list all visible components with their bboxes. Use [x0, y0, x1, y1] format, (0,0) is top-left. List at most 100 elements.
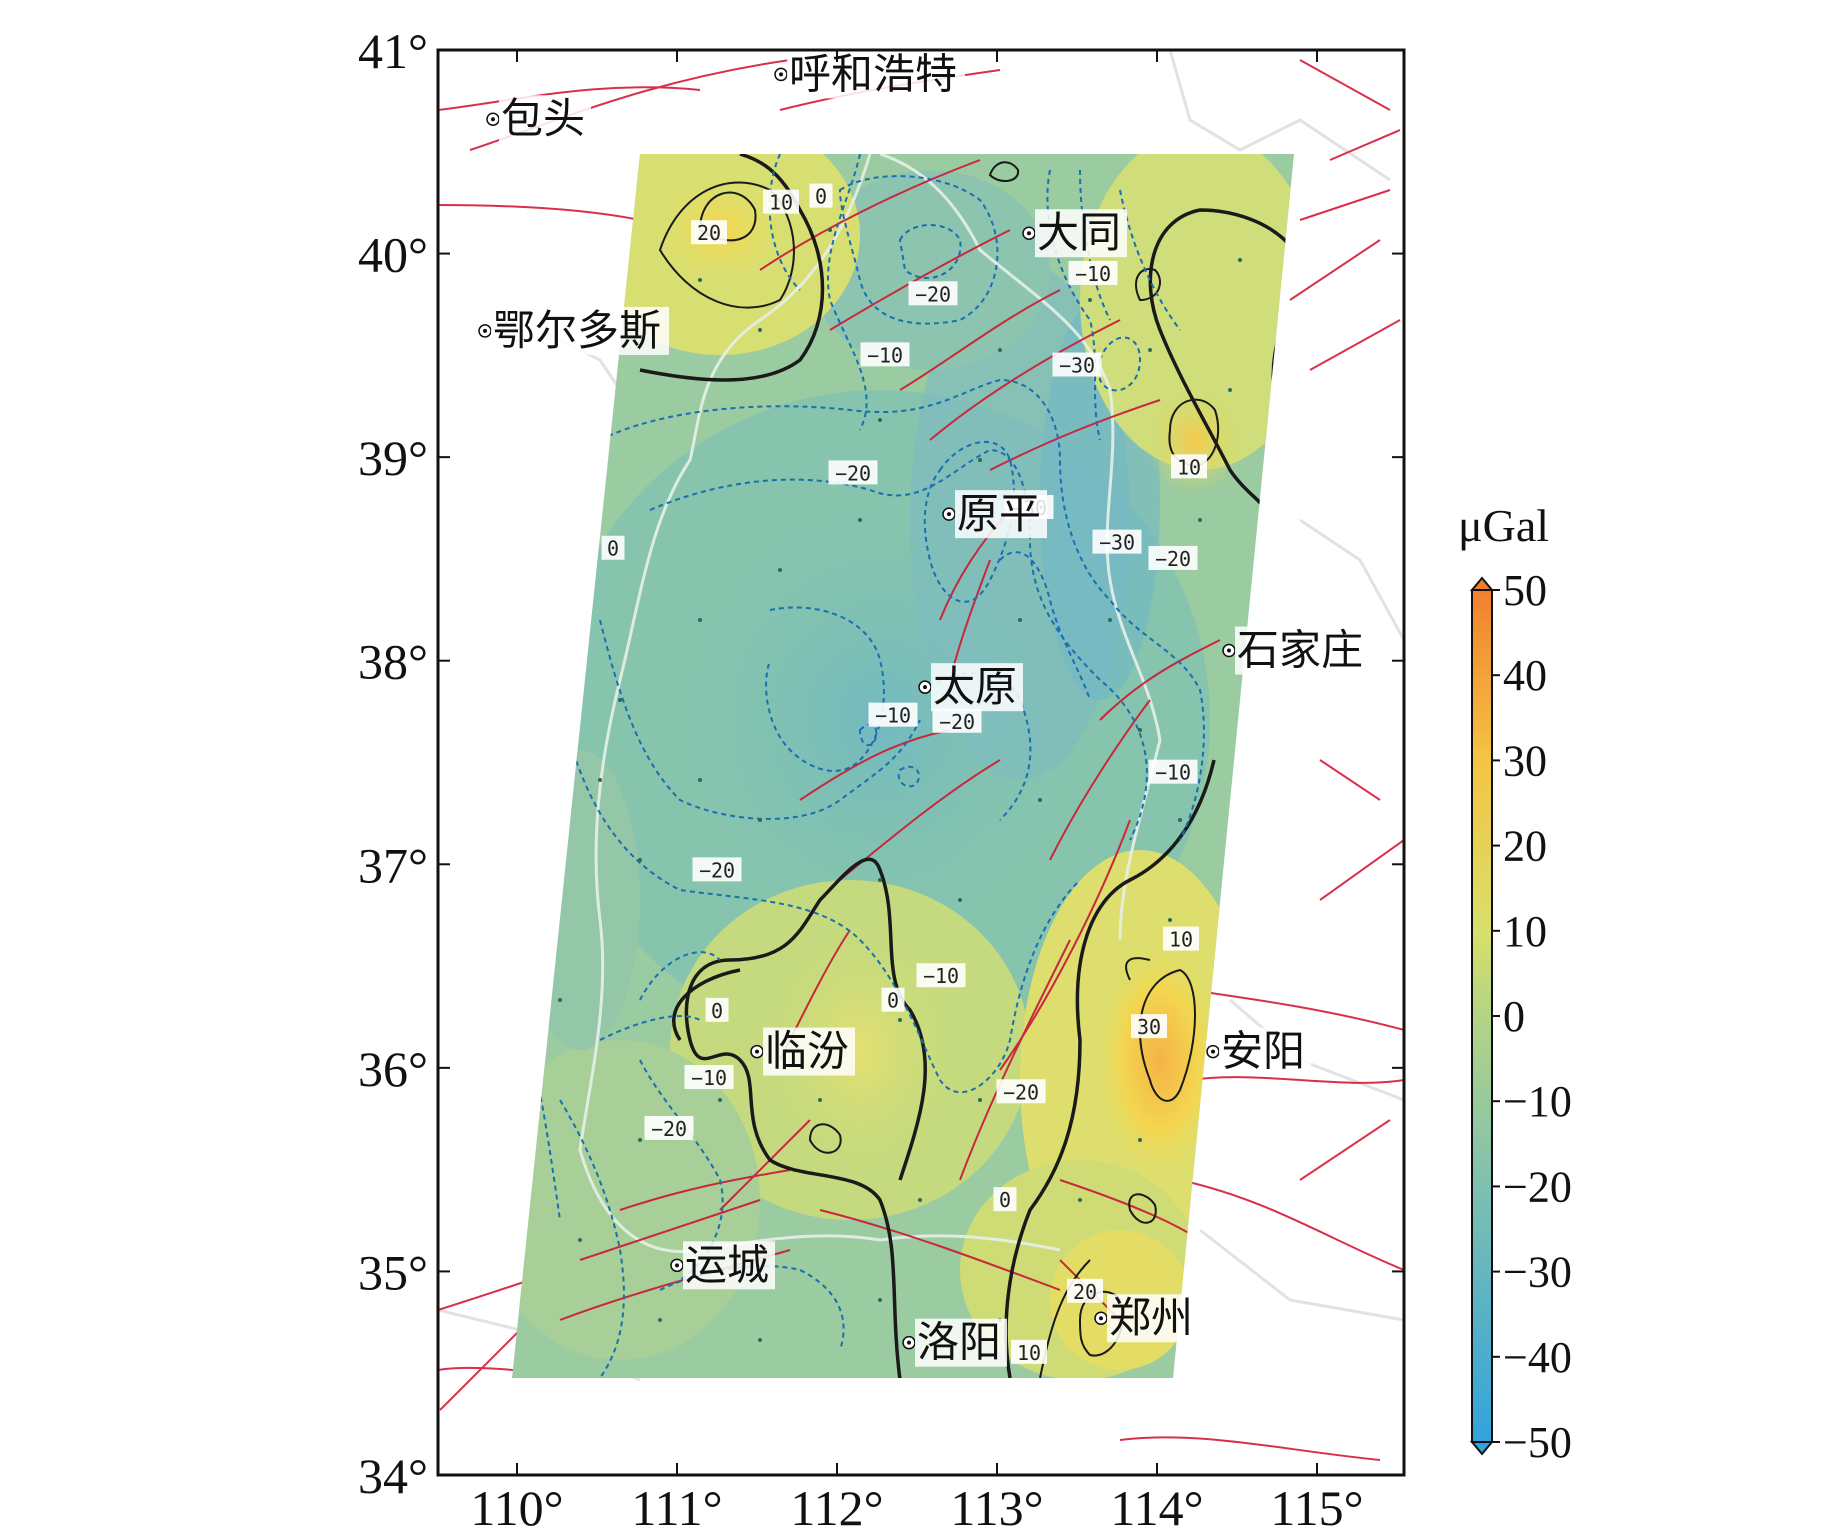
- contour-label-24: 0: [993, 1187, 1017, 1212]
- city-label: 临汾: [765, 1027, 849, 1076]
- contour-label-26: 10: [1011, 1339, 1047, 1365]
- contour-label-4: −10: [860, 342, 910, 367]
- colorbar-tick-label: 40: [1503, 651, 1547, 700]
- city-1: 包头: [486, 94, 591, 144]
- colorbar-top-arrow: [1469, 576, 1495, 591]
- colorbar-tick-label: 10: [1503, 907, 1547, 956]
- colorbar-tick-label: −50: [1503, 1418, 1572, 1467]
- contour-label-20: 30: [1131, 1014, 1167, 1039]
- city-11: 郑州: [1094, 1293, 1199, 1343]
- contour-value: −20: [1003, 1080, 1039, 1104]
- contour-label-5: −10: [1068, 260, 1118, 286]
- contour-label-1: 10: [763, 189, 799, 215]
- city-9: 运城: [670, 1240, 775, 1290]
- city-label: 洛阳: [917, 1318, 1001, 1367]
- lon-tick-label: 110°: [470, 1480, 563, 1535]
- colorbar-tick-label: 30: [1503, 736, 1547, 785]
- contour-value: −10: [691, 1066, 727, 1090]
- colorbar-ramp: [1471, 589, 1493, 1443]
- city-label: 大同: [1037, 208, 1121, 257]
- city-label: 郑州: [1109, 1293, 1193, 1342]
- contour-label-21: −10: [684, 1065, 734, 1090]
- contour-label-22: −20: [996, 1079, 1046, 1104]
- contour-value: −30: [1059, 354, 1095, 378]
- contour-label-17: −10: [916, 963, 966, 988]
- lat-tick-label: 41°: [358, 23, 428, 79]
- colorbar-tick-label: −10: [1503, 1077, 1572, 1126]
- contour-label-2: 0: [809, 183, 833, 209]
- contour-label-14: −10: [1148, 759, 1198, 785]
- contour-label-23: −20: [644, 1115, 694, 1141]
- lat-tick-label: 37°: [358, 837, 428, 893]
- contour-value: −10: [875, 704, 911, 728]
- latitude-axis: 41° 40° 39° 38° 37° 36° 35° 34°: [358, 23, 1404, 1504]
- lat-tick-label: 38°: [358, 634, 428, 690]
- contour-value: 30: [1137, 1015, 1161, 1039]
- city-label: 安阳: [1221, 1027, 1305, 1076]
- contour-value: −10: [923, 964, 959, 988]
- contour-value: −10: [867, 343, 903, 367]
- colorbar-tick-label: −30: [1503, 1248, 1572, 1297]
- contour-label-3: −20: [908, 281, 958, 306]
- contour-label-8: −20: [828, 460, 878, 485]
- city-label: 石家庄: [1237, 626, 1363, 675]
- contour-value: −20: [699, 858, 735, 882]
- contour-label-19: 0: [881, 987, 905, 1013]
- lon-tick-label: 115°: [1270, 1480, 1363, 1535]
- lat-tick-label: 40°: [358, 227, 428, 283]
- contour-value: 20: [1073, 1280, 1097, 1304]
- contour-value: −20: [939, 710, 975, 734]
- contour-value: 10: [769, 191, 793, 215]
- contour-value: 0: [711, 999, 723, 1023]
- city-8: 安阳: [1206, 1027, 1311, 1076]
- contour-value: −30: [1099, 531, 1135, 555]
- colorbar-unit: μGal: [1458, 500, 1549, 551]
- contour-label-6: −30: [1052, 352, 1102, 378]
- city-5: 太原: [918, 662, 1023, 712]
- positive-contours: [639, 154, 1294, 1378]
- city-label: 太原: [933, 662, 1017, 711]
- city-2: 大同: [1022, 208, 1127, 258]
- city-label: 原平: [957, 489, 1041, 538]
- contour-value: −20: [651, 1117, 687, 1141]
- contour-label-16: 10: [1163, 926, 1199, 952]
- colorbar: μGal 50 40 30 20 10 0 −10 −20 −30 −40 −50: [1458, 500, 1572, 1467]
- contour-value: 10: [1169, 928, 1193, 952]
- city-label: 鄂尔多斯: [493, 306, 661, 355]
- contour-value: −10: [1155, 761, 1191, 785]
- colorbar-ticks: 50 40 30 20 10 0 −10 −20 −30 −40 −50: [1492, 566, 1572, 1467]
- city-label: 包头: [501, 94, 585, 143]
- contour-label-12: −10: [868, 702, 918, 728]
- contour-label-11: −20: [1148, 545, 1198, 571]
- city-3: 鄂尔多斯: [478, 306, 669, 355]
- city-label: 呼和浩特: [789, 49, 957, 98]
- contour-label-0: 20: [691, 220, 727, 245]
- lat-tick-label: 39°: [358, 430, 428, 486]
- contour-labels: 20100−20−10−10−3010−20−30−30−20−10−20−10…: [601, 183, 1207, 1365]
- contour-value: 0: [887, 989, 899, 1013]
- city-10: 洛阳: [902, 1318, 1007, 1367]
- contour-value: 10: [1177, 455, 1201, 479]
- city-6: 石家庄: [1222, 626, 1370, 675]
- contour-value: 20: [697, 221, 721, 245]
- colorbar-tick-label: 0: [1503, 992, 1525, 1041]
- city-0: 呼和浩特: [774, 49, 965, 99]
- colorbar-tick-label: −40: [1503, 1333, 1572, 1382]
- city-4: 原平: [942, 489, 1047, 539]
- lon-tick-label: 111°: [631, 1480, 722, 1535]
- contour-value: 0: [607, 537, 619, 561]
- contour-value: 0: [999, 1188, 1011, 1212]
- contour-value: 10: [1017, 1341, 1041, 1365]
- map-frame: [436, 48, 1406, 1477]
- lat-tick-label: 35°: [358, 1244, 428, 1300]
- colorbar-tick-label: 50: [1503, 566, 1547, 615]
- contour-label-15: −20: [692, 857, 742, 882]
- lat-tick-label: 36°: [358, 1041, 428, 1097]
- contour-label-27: 0: [601, 535, 625, 561]
- lat-tick-label: 34°: [358, 1448, 428, 1504]
- contour-value: −20: [915, 282, 951, 306]
- contour-label-18: 0: [705, 997, 729, 1023]
- contour-label-10: −30: [1092, 529, 1142, 555]
